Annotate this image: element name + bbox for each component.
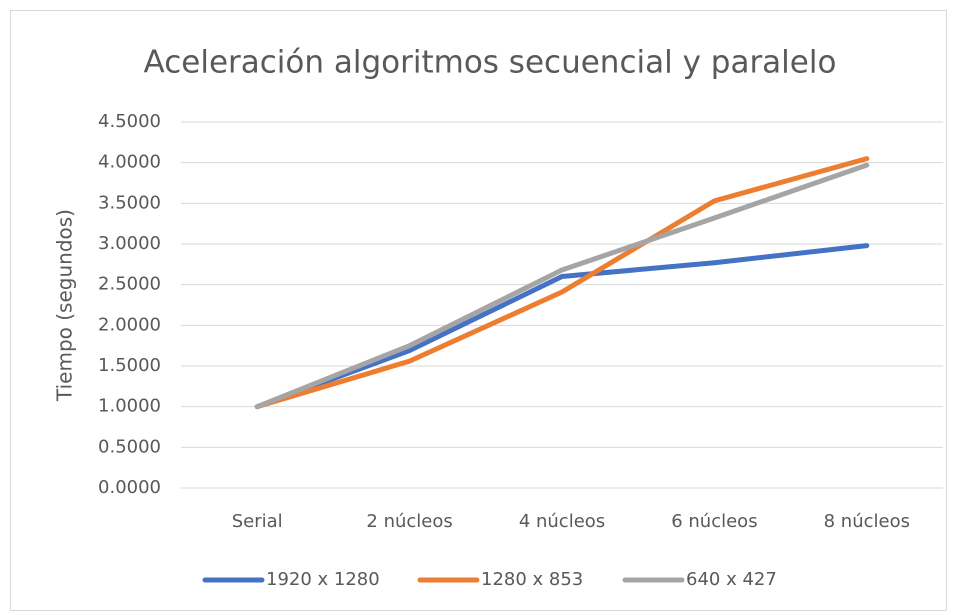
x-tick-label: 2 núcleos	[366, 511, 452, 532]
x-tick-label: 4 núcleos	[519, 511, 605, 532]
x-tick-label: Serial	[232, 511, 283, 532]
y-tick-label: 4.5000	[98, 111, 161, 132]
series-line	[254, 156, 870, 410]
chart-title: Aceleración algoritmos secuencial y para…	[144, 45, 837, 81]
y-tick-label: 0.0000	[98, 477, 161, 498]
legend-label: 1920 x 1280	[266, 569, 380, 590]
y-tick-label: 3.0000	[98, 233, 161, 254]
legend-label: 640 x 427	[686, 569, 777, 590]
series-line	[254, 162, 870, 410]
y-tick-label: 1.0000	[98, 396, 161, 417]
y-tick-label: 2.5000	[98, 274, 161, 295]
x-tick-label: 6 núcleos	[671, 511, 757, 532]
y-tick-label: 4.0000	[98, 152, 161, 173]
series-line	[254, 243, 870, 410]
y-tick-label: 3.5000	[98, 192, 161, 213]
y-tick-label: 2.0000	[98, 314, 161, 335]
legend-label: 1280 x 853	[481, 569, 583, 590]
y-tick-label: 0.5000	[98, 436, 161, 457]
y-tick-label: 1.5000	[98, 355, 161, 376]
x-tick-label: 8 núcleos	[824, 511, 910, 532]
y-axis-label: Tiempo (segundos)	[53, 209, 77, 402]
